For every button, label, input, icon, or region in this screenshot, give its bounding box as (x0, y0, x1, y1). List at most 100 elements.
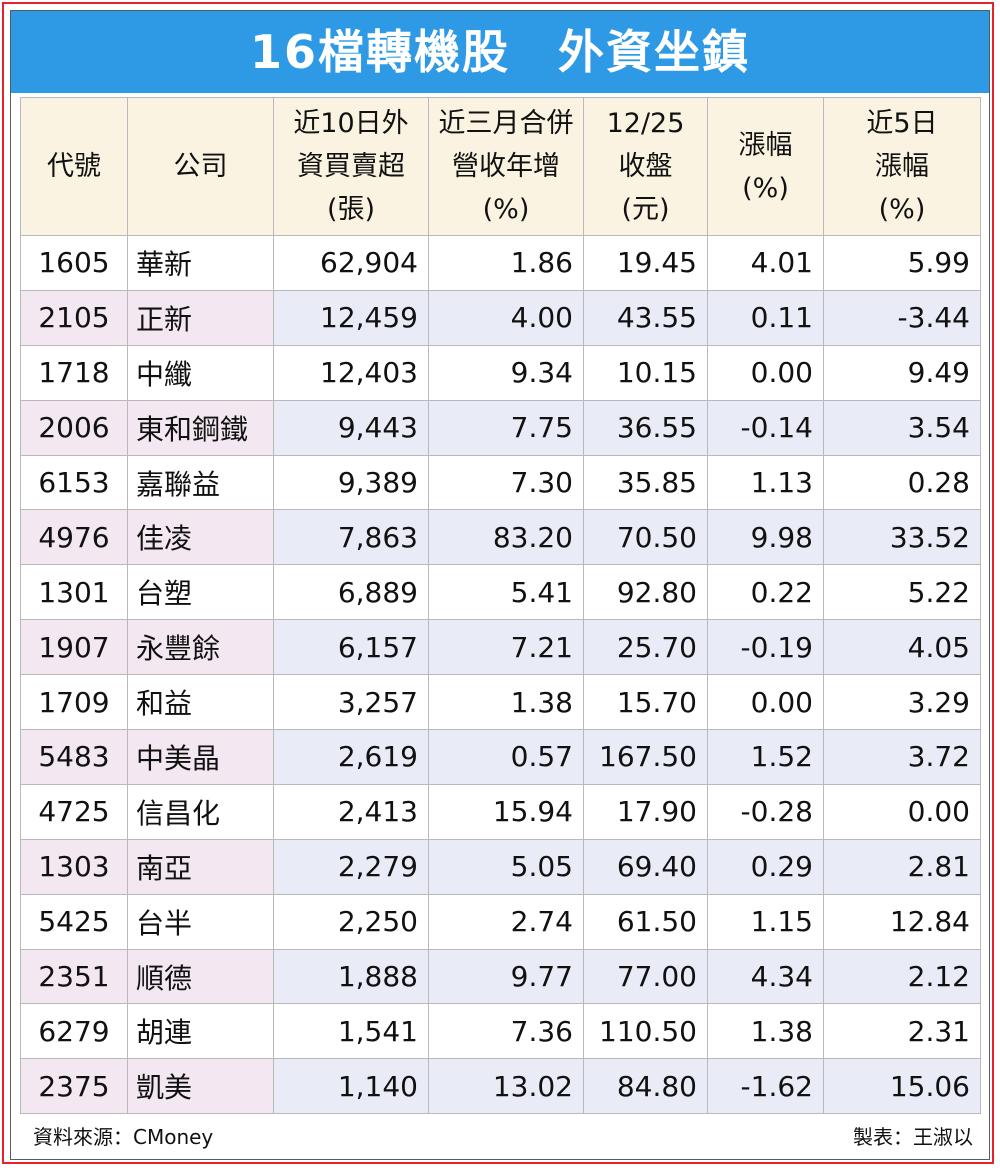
stock-code: 6153 (20, 454, 128, 511)
change-cell: -0.14 (707, 399, 824, 456)
five-day-change-cell: 2.12 (823, 948, 981, 1005)
foreign-net-cell: 1,140 (273, 1058, 429, 1115)
revenue-growth-cell: 7.30 (428, 454, 584, 511)
change-cell: 4.01 (707, 235, 824, 291)
stock-code: 2375 (20, 1058, 128, 1115)
foreign-net-cell: 12,459 (273, 289, 429, 346)
header-5day-change: 近5日 漲幅 (%) (823, 97, 981, 236)
table-row: 2006 東和鋼鐵 9,443 7.75 36.55 -0.14 3.54 (20, 399, 981, 456)
five-day-change-cell: 4.05 (823, 619, 981, 676)
stock-code: 6279 (20, 1003, 128, 1060)
change-cell: -0.19 (707, 619, 824, 676)
change-cell: 1.52 (707, 729, 824, 785)
close-price-cell: 10.15 (583, 344, 708, 401)
table-card: 16檔轉機股 外資坐鎮 代號 公司 近10日外 資買賣超 (張) 近三月合併 營… (10, 10, 990, 1160)
table-row: 1303 南亞 2,279 5.05 69.40 0.29 2.81 (20, 838, 981, 895)
revenue-growth-cell: 1.38 (428, 674, 584, 731)
foreign-net-cell: 7,863 (273, 509, 429, 566)
close-price-cell: 110.50 (583, 1003, 708, 1060)
revenue-growth-cell: 13.02 (428, 1058, 584, 1115)
stock-code: 2351 (20, 948, 128, 1005)
stock-code: 1303 (20, 838, 128, 895)
change-cell: 0.00 (707, 674, 824, 731)
close-price-cell: 69.40 (583, 838, 708, 895)
header-foreign-net: 近10日外 資買賣超 (張) (273, 97, 429, 236)
table-row: 4976 佳凌 7,863 83.20 70.50 9.98 33.52 (20, 509, 981, 566)
stock-code: 2105 (20, 289, 128, 346)
close-price-cell: 25.70 (583, 619, 708, 676)
revenue-growth-cell: 5.41 (428, 564, 584, 621)
header-change: 漲幅 (%) (707, 97, 824, 236)
five-day-change-cell: 2.81 (823, 838, 981, 895)
close-price-cell: 19.45 (583, 235, 708, 291)
foreign-net-cell: 62,904 (273, 235, 429, 291)
change-cell: 0.11 (707, 289, 824, 346)
table-row: 2375 凱美 1,140 13.02 84.80 -1.62 15.06 (20, 1058, 981, 1115)
company-name: 胡連 (127, 1003, 274, 1060)
foreign-net-cell: 9,389 (273, 454, 429, 511)
table-row: 6279 胡連 1,541 7.36 110.50 1.38 2.31 (20, 1003, 981, 1060)
company-name: 中纖 (127, 344, 274, 401)
company-name: 佳凌 (127, 509, 274, 566)
company-name: 台半 (127, 893, 274, 950)
revenue-growth-cell: 83.20 (428, 509, 584, 566)
five-day-change-cell: 5.99 (823, 235, 981, 291)
five-day-change-cell: 3.54 (823, 399, 981, 456)
foreign-net-cell: 1,888 (273, 948, 429, 1005)
stock-code: 1301 (20, 564, 128, 621)
close-price-cell: 43.55 (583, 289, 708, 346)
table-title: 16檔轉機股 外資坐鎮 (11, 11, 989, 93)
five-day-change-cell: 2.31 (823, 1003, 981, 1060)
company-name: 凱美 (127, 1058, 274, 1115)
revenue-growth-cell: 5.05 (428, 838, 584, 895)
header-close-price: 12/25 收盤 (元) (583, 97, 708, 236)
change-cell: 4.34 (707, 948, 824, 1005)
stock-code: 1709 (20, 674, 128, 731)
five-day-change-cell: 33.52 (823, 509, 981, 566)
stock-code: 1605 (20, 235, 128, 291)
table-row: 1907 永豐餘 6,157 7.21 25.70 -0.19 4.05 (20, 619, 981, 676)
close-price-cell: 70.50 (583, 509, 708, 566)
five-day-change-cell: 15.06 (823, 1058, 981, 1115)
revenue-growth-cell: 0.57 (428, 729, 584, 785)
company-name: 南亞 (127, 838, 274, 895)
revenue-growth-cell: 9.77 (428, 948, 584, 1005)
close-price-cell: 36.55 (583, 399, 708, 456)
company-name: 順德 (127, 948, 274, 1005)
close-price-cell: 35.85 (583, 454, 708, 511)
header-row: 代號 公司 近10日外 資買賣超 (張) 近三月合併 營收年增 (%) 12/2… (20, 97, 981, 236)
change-cell: 1.13 (707, 454, 824, 511)
five-day-change-cell: 5.22 (823, 564, 981, 621)
revenue-growth-cell: 1.86 (428, 235, 584, 291)
table-row: 4725 信昌化 2,413 15.94 17.90 -0.28 0.00 (20, 783, 981, 840)
table-row: 5425 台半 2,250 2.74 61.50 1.15 12.84 (20, 893, 981, 950)
stock-code: 4725 (20, 783, 128, 840)
revenue-growth-cell: 2.74 (428, 893, 584, 950)
table-row: 1605 華新 62,904 1.86 19.45 4.01 5.99 (20, 235, 981, 291)
header-code: 代號 (20, 97, 128, 236)
five-day-change-cell: 3.29 (823, 674, 981, 731)
revenue-growth-cell: 15.94 (428, 783, 584, 840)
stock-table: 代號 公司 近10日外 資買賣超 (張) 近三月合併 營收年增 (%) 12/2… (20, 97, 981, 1115)
change-cell: -1.62 (707, 1058, 824, 1115)
stock-code: 1907 (20, 619, 128, 676)
table-row: 2351 順德 1,888 9.77 77.00 4.34 2.12 (20, 948, 981, 1005)
company-name: 中美晶 (127, 729, 274, 785)
foreign-net-cell: 1,541 (273, 1003, 429, 1060)
stock-code: 2006 (20, 399, 128, 456)
foreign-net-cell: 6,157 (273, 619, 429, 676)
change-cell: 0.00 (707, 344, 824, 401)
foreign-net-cell: 2,279 (273, 838, 429, 895)
table-row: 5483 中美晶 2,619 0.57 167.50 1.52 3.72 (20, 729, 981, 785)
footer: 資料來源：CMoney 製表：王淑以 (33, 1121, 973, 1151)
close-price-cell: 17.90 (583, 783, 708, 840)
stock-code: 5425 (20, 893, 128, 950)
change-cell: 1.38 (707, 1003, 824, 1060)
stock-code: 4976 (20, 509, 128, 566)
change-cell: 0.29 (707, 838, 824, 895)
revenue-growth-cell: 4.00 (428, 289, 584, 346)
five-day-change-cell: -3.44 (823, 289, 981, 346)
five-day-change-cell: 3.72 (823, 729, 981, 785)
five-day-change-cell: 9.49 (823, 344, 981, 401)
